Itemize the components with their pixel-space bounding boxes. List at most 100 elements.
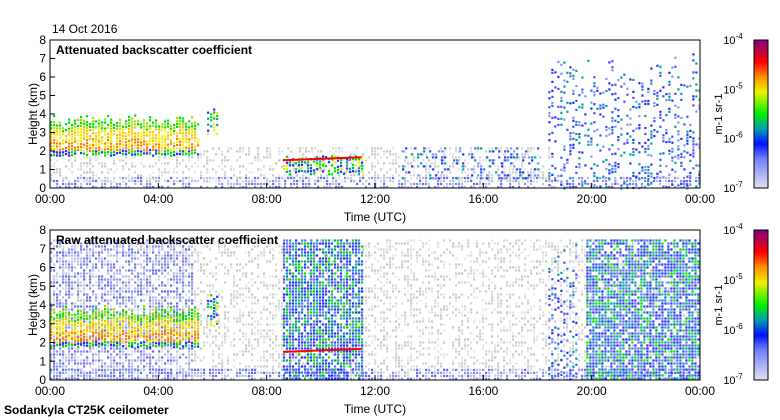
heatmap-pixel [614,176,617,180]
heatmap-pixel [590,89,593,92]
heatmap-pixel [95,251,98,254]
heatmap-pixel [50,174,53,177]
heatmap-pixel [551,104,554,107]
heatmap-pixel [413,275,416,278]
heatmap-pixel [479,362,482,365]
heatmap-pixel [386,156,389,159]
heatmap-pixel [608,61,611,64]
heatmap-pixel [332,162,335,165]
heatmap-pixel [242,147,245,150]
heatmap-pixel [527,176,530,180]
heatmap-pixel [431,305,434,308]
heatmap-pixel [665,114,668,117]
heatmap-pixel [333,170,337,173]
heatmap-pixel [59,151,62,154]
heatmap-pixel [188,156,191,159]
heatmap-pixel [62,269,65,272]
heatmap-pixel [110,182,113,186]
heatmap-pixel [338,150,341,153]
heatmap-pixel [245,174,248,177]
heatmap-pixel [459,150,462,153]
heatmap-pixel [116,137,119,140]
heatmap-pixel [221,159,224,162]
heatmap-pixel [272,341,275,344]
heatmap-pixel [452,156,455,159]
heatmap-pixel [122,176,125,180]
heatmap-pixel [380,254,383,257]
heatmap-pixel [299,150,302,153]
heatmap-pixel [464,338,467,341]
heatmap-pixel [170,176,173,180]
heatmap-pixel [167,131,170,134]
heatmap-pixel [501,177,504,180]
heatmap-pixel [632,141,635,144]
heatmap-pixel [128,139,131,142]
heatmap-pixel [428,332,431,335]
heatmap-pixel [386,263,389,266]
heatmap-pixel [479,263,482,266]
heatmap-pixel [650,67,653,70]
heatmap-pixel [566,80,569,83]
heatmap-pixel [107,171,110,174]
heatmap-pixel [143,275,146,278]
heatmap-pixel [293,266,296,269]
heatmap-pixel [209,260,212,263]
heatmap-pixel [425,260,428,263]
heatmap-pixel [440,182,443,186]
heatmap-pixel [263,356,266,359]
heatmap-pixel [221,299,224,302]
heatmap-pixel [392,162,395,165]
heatmap-pixel [224,305,227,308]
heatmap-pixel [542,177,545,180]
heatmap-pixel [473,156,476,159]
heatmap-pixel [569,75,572,78]
heatmap-pixel [152,165,155,168]
heatmap-pixel [275,275,278,278]
heatmap-pixel [188,185,191,189]
heatmap-pixel [116,168,119,171]
heatmap-pixel [288,161,292,164]
heatmap-pixel [608,163,611,166]
heatmap-pixel [53,139,56,142]
heatmap-pixel [647,102,650,105]
heatmap-pixel [110,127,113,130]
heatmap-pixel [650,154,653,157]
heatmap-pixel [458,162,461,165]
heatmap-pixel [365,365,368,368]
heatmap-pixel [191,143,194,146]
heatmap-pixel [77,311,80,314]
heatmap-pixel [431,251,434,254]
heatmap-pixel [83,290,86,293]
heatmap-pixel [485,359,488,362]
heatmap-pixel [368,156,371,159]
y-tick-label: 6 [39,70,46,84]
heatmap-pixel [470,185,473,189]
heatmap-pixel [467,176,470,180]
heatmap-pixel [423,165,426,168]
heatmap-pixel [65,185,68,189]
heatmap-pixel [185,152,188,155]
heatmap-pixel [452,182,455,186]
heatmap-pixel [269,338,272,341]
heatmap-pixel [354,170,358,173]
heatmap-pixel [522,177,525,180]
heatmap-pixel [656,94,659,97]
heatmap-pixel [413,165,416,168]
heatmap-pixel [476,269,479,272]
heatmap-pixel [404,150,407,153]
heatmap-pixel [425,290,428,293]
heatmap-pixel [692,167,695,170]
heatmap-pixel [230,293,233,296]
heatmap-pixel [413,347,416,350]
heatmap-pixel [245,263,248,266]
heatmap-pixel [185,185,188,189]
heatmap-pixel [611,84,614,87]
heatmap-pixel [332,182,335,186]
heatmap-pixel [551,80,554,83]
heatmap-pixel [504,174,507,177]
heatmap-pixel [161,350,164,353]
heatmap-pixel [470,177,473,180]
heatmap-pixel [434,302,437,305]
heatmap-pixel [164,129,167,132]
heatmap-pixel [194,311,197,314]
